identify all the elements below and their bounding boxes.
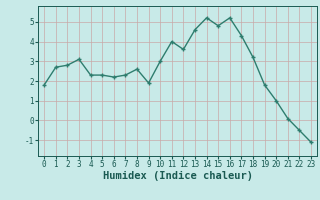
X-axis label: Humidex (Indice chaleur): Humidex (Indice chaleur) (103, 171, 252, 181)
